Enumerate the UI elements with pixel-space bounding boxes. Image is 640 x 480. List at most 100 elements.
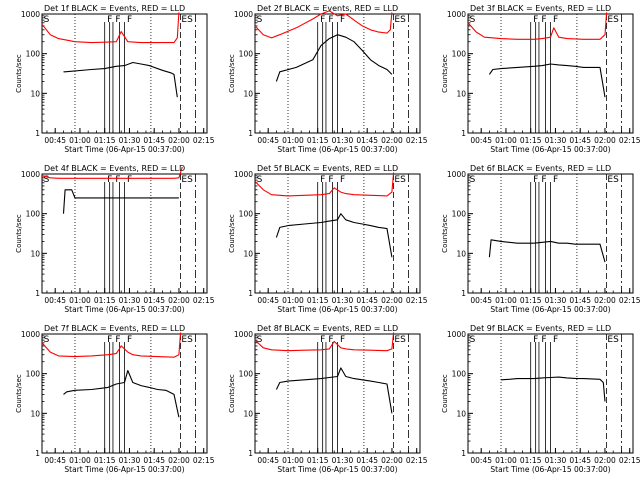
lld-series-line	[41, 166, 183, 179]
x-tick-label: 01:30	[119, 136, 141, 145]
x-axis-title: Start Time (06-Apr-15 00:37:00)	[64, 465, 184, 474]
y-axis-title: Counts/sec	[228, 54, 236, 93]
y-tick-label: 1000	[21, 10, 40, 19]
x-tick-label: 02:00	[594, 456, 616, 465]
x-tick-label: 02:00	[168, 456, 190, 465]
event-marker-label: S	[44, 15, 50, 25]
event-marker-label: ES	[181, 15, 193, 25]
event-marker-label: ES	[394, 15, 406, 25]
panel-det-6: Det 6f BLACK = Events, RED = LLD 1 10 100 10…	[441, 164, 640, 314]
panel-title: Det 5f BLACK = Events, RED = LLD	[257, 164, 398, 173]
y-tick-label: 1	[248, 289, 253, 298]
event-marker-label: S	[470, 175, 476, 185]
x-tick-label: 01:00	[69, 456, 91, 465]
event-marker-label: F	[328, 175, 333, 185]
x-tick-label: 01:45	[569, 136, 591, 145]
event-marker-label: ES	[181, 175, 193, 185]
event-marker-label: ES	[394, 175, 406, 185]
lld-series-line	[41, 12, 180, 44]
event-marker-label: F	[115, 175, 120, 185]
x-tick-label: 01:45	[356, 456, 378, 465]
event-marker-label: F	[328, 335, 333, 345]
events-series-line	[488, 63, 606, 98]
panel-det-3: Det 3f BLACK = Events, RED = LLD 1 10 100 10…	[441, 4, 640, 154]
y-axis-title: Counts/sec	[228, 214, 236, 253]
y-axis-title: Counts/sec	[441, 214, 449, 253]
x-tick-label: 01:00	[69, 296, 91, 305]
x-axis-title: Start Time (06-Apr-15 00:37:00)	[64, 305, 184, 314]
y-tick-label: 1000	[234, 10, 253, 19]
events-series-line	[488, 239, 606, 263]
y-tick-label: 100	[26, 370, 41, 379]
y-tick-label: 100	[239, 370, 254, 379]
y-tick-label: 1	[461, 289, 466, 298]
x-tick-label: 02:15	[406, 456, 428, 465]
event-marker-label: F	[533, 175, 538, 185]
event-marker-label: ES	[394, 335, 406, 345]
y-tick-label: 1000	[21, 330, 40, 339]
x-tick-label: 01:15	[307, 136, 329, 145]
event-marker-label: F	[320, 175, 325, 185]
x-tick-label: 01:15	[94, 456, 116, 465]
x-tick-label: 02:00	[594, 296, 616, 305]
events-series-line	[275, 34, 393, 82]
event-marker-label: S	[257, 175, 263, 185]
x-tick-label: 00:45	[470, 456, 492, 465]
x-tick-label: 01:15	[307, 296, 329, 305]
x-axis-title: Start Time (06-Apr-15 00:37:00)	[277, 305, 397, 314]
x-tick-label: 02:00	[381, 136, 403, 145]
y-axis-title: Counts/sec	[441, 374, 449, 413]
panel-title: Det 7f BLACK = Events, RED = LLD	[44, 324, 185, 333]
event-marker-label: F	[553, 15, 558, 25]
y-tick-label: 1	[248, 449, 253, 458]
y-tick-label: 10	[243, 409, 253, 418]
x-tick-label: 02:00	[168, 136, 190, 145]
y-tick-label: 10	[456, 409, 466, 418]
x-tick-label: 00:45	[257, 136, 279, 145]
y-tick-label: 10	[243, 249, 253, 258]
x-tick-label: 01:15	[94, 296, 116, 305]
y-axis-title: Counts/sec	[441, 54, 449, 93]
event-marker-label: F	[320, 15, 325, 25]
event-marker-label: S	[257, 335, 263, 345]
panel-title: Det 6f BLACK = Events, RED = LLD	[470, 164, 611, 173]
y-tick-label: 100	[452, 370, 467, 379]
event-marker-label: S	[470, 15, 476, 25]
x-tick-label: 01:00	[282, 296, 304, 305]
x-tick-label: 01:30	[332, 456, 354, 465]
x-tick-label: 02:00	[594, 136, 616, 145]
x-tick-label: 02:15	[193, 296, 215, 305]
x-tick-label: 01:15	[520, 136, 542, 145]
x-tick-label: 02:15	[193, 136, 215, 145]
event-marker-label: F	[340, 15, 345, 25]
event-marker-label: F	[533, 15, 538, 25]
panel-title: Det 1f BLACK = Events, RED = LLD	[44, 4, 185, 13]
y-tick-label: 1000	[21, 170, 40, 179]
panel-det-9: Det 9f BLACK = Events, RED = LLD 1 10 100 10…	[441, 324, 640, 474]
event-marker-label: ES	[607, 15, 619, 25]
x-tick-label: 01:45	[143, 456, 165, 465]
x-tick-label: 00:45	[257, 456, 279, 465]
x-tick-label: 01:30	[119, 296, 141, 305]
x-axis-title: Start Time (06-Apr-15 00:37:00)	[490, 305, 610, 314]
x-axis-title: Start Time (06-Apr-15 00:37:00)	[490, 145, 610, 154]
y-tick-label: 100	[452, 50, 467, 59]
x-axis-title: Start Time (06-Apr-15 00:37:00)	[490, 465, 610, 474]
x-axis-title: Start Time (06-Apr-15 00:37:00)	[64, 145, 184, 154]
y-tick-label: 1000	[447, 170, 466, 179]
event-marker-label: F	[340, 335, 345, 345]
x-tick-label: 01:15	[520, 296, 542, 305]
y-axis-title: Counts/sec	[15, 374, 23, 413]
x-tick-label: 02:15	[619, 296, 640, 305]
panel-title: Det 4f BLACK = Events, RED = LLD	[44, 164, 185, 173]
x-tick-label: 01:30	[119, 456, 141, 465]
x-tick-label: 02:15	[619, 456, 640, 465]
event-marker-label: F	[541, 175, 546, 185]
x-tick-label: 01:00	[69, 136, 91, 145]
event-marker-label: F	[541, 335, 546, 345]
x-tick-label: 01:45	[356, 296, 378, 305]
x-tick-label: 00:45	[44, 136, 66, 145]
y-tick-label: 100	[452, 210, 467, 219]
y-tick-label: 1	[461, 449, 466, 458]
